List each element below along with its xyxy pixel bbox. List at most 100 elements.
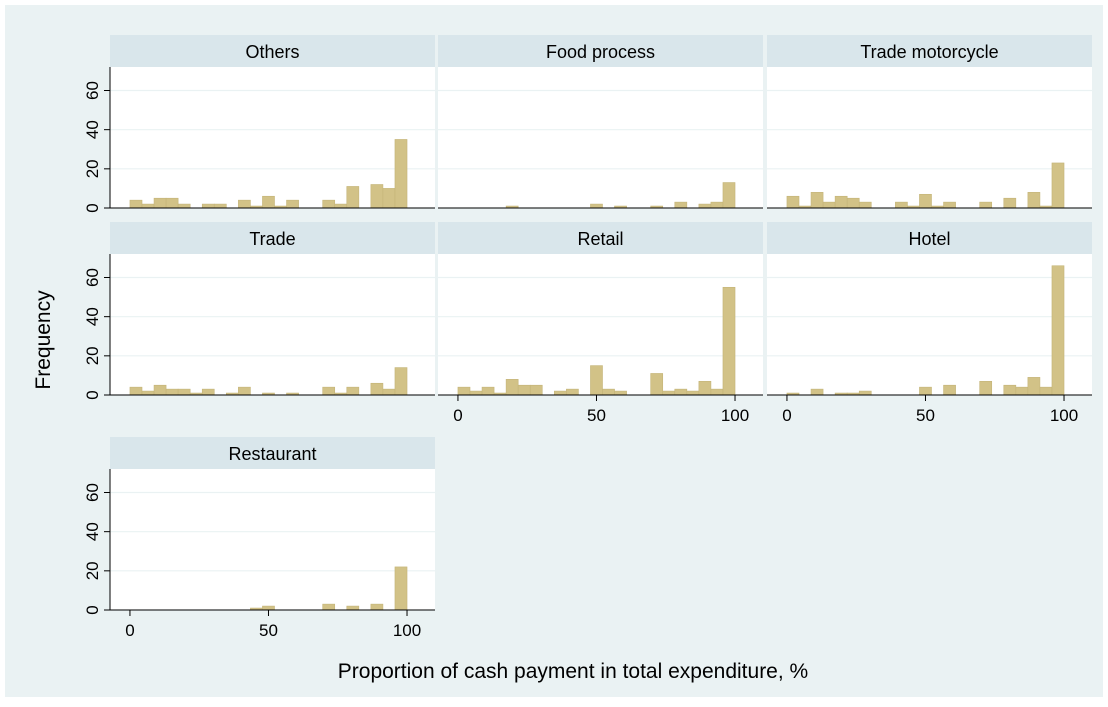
bar [177,388,191,396]
bar [834,195,848,209]
bar [141,390,155,396]
panel-title: Others [245,42,299,62]
strip [110,222,435,254]
bar [238,199,251,209]
bar [710,388,724,396]
bar [722,182,736,209]
bar [481,386,495,396]
x-tick-label: 50 [916,406,935,425]
bar [262,195,275,209]
panel-title: Retail [577,229,623,249]
bar [201,388,215,396]
bar [1003,384,1017,396]
bar [394,367,408,396]
panel-title: Trade [249,229,295,249]
bar [346,605,360,611]
bar [722,286,736,396]
bar [165,197,179,209]
bar [382,388,396,396]
bar [1027,192,1041,209]
strip [110,35,435,67]
bar [590,203,603,209]
bar [238,386,251,396]
bar [1051,162,1065,209]
y-tick-label: 60 [83,483,102,502]
y-axis-label: Frequency [32,290,55,390]
strip [110,437,435,469]
bar [919,386,932,396]
bar [1015,386,1029,396]
strip [438,35,763,67]
bar [554,390,567,396]
y-tick-label: 60 [83,81,102,100]
bar [201,203,215,209]
bar [602,388,615,396]
panel-title: Food process [546,42,655,62]
panel-title: Hotel [908,229,950,249]
x-tick-label: 0 [782,406,791,425]
bar [614,390,627,396]
bar [262,605,275,611]
plot-area [438,67,763,208]
bar [943,201,956,209]
bar [650,373,664,396]
panel-title: Trade motorcycle [860,42,998,62]
bar [153,197,167,209]
bar [979,201,993,209]
bar [177,203,191,209]
bar [370,603,384,611]
y-tick-label: 20 [83,346,102,365]
bar [566,388,579,396]
bar [979,380,993,396]
strip [438,222,763,254]
plot-area [110,254,435,395]
plot-area [110,469,435,610]
bar [698,203,712,209]
bar [457,386,471,396]
bar [529,384,543,396]
bar [919,193,932,209]
bar [129,199,143,209]
bar [1027,377,1041,396]
bar [1051,265,1065,396]
bar [858,390,872,396]
bar [674,388,688,396]
y-tick-label: 0 [83,605,102,614]
bar [322,199,336,209]
plot-area [767,254,1092,395]
bar [469,390,483,396]
y-tick-label: 40 [83,120,102,139]
bar [846,197,860,209]
bar [662,390,676,396]
bar [394,566,408,611]
bar [213,203,227,209]
bar [346,386,360,396]
bar [153,384,167,396]
plot-area [110,67,435,208]
y-tick-label: 40 [83,307,102,326]
bar [370,382,384,396]
x-tick-label: 100 [1050,406,1078,425]
y-tick-label: 60 [83,268,102,287]
y-tick-label: 20 [83,561,102,580]
bar [286,199,299,209]
bar [334,203,348,209]
bar [810,192,824,209]
bar [674,201,688,209]
x-tick-label: 100 [393,621,421,640]
x-tick-label: 0 [453,406,462,425]
bar [943,384,956,396]
x-axis-label: Proportion of cash payment in total expe… [338,660,808,683]
plot-area [767,67,1092,208]
bar [394,139,408,209]
bar [141,203,155,209]
bar [165,388,179,396]
bar [786,195,800,209]
strip [767,35,1092,67]
x-tick-label: 100 [721,406,749,425]
y-tick-label: 0 [83,203,102,212]
bar [505,379,519,396]
bar [698,380,712,396]
y-tick-label: 0 [83,390,102,399]
